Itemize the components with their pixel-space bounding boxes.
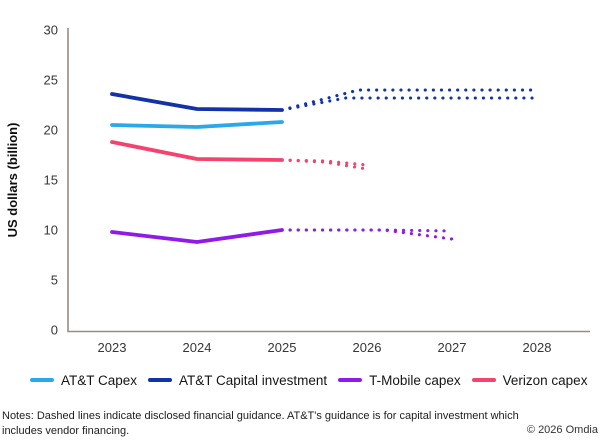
legend-swatch (338, 378, 363, 382)
y-tick-label: 5 (51, 273, 58, 288)
series-line-att-capital-investment (110, 92, 284, 112)
y-tick-label: 15 (44, 173, 58, 188)
legend-item: Verizon capex (471, 372, 588, 388)
legend-label: Verizon capex (502, 372, 588, 388)
legend-swatch (30, 378, 54, 382)
y-tick-label: 20 (44, 123, 58, 138)
y-tick-label: 25 (44, 73, 58, 88)
series-line-att-capex (110, 120, 284, 129)
x-tick-label: 2026 (353, 340, 382, 355)
series-line-att-capital-investment-guidance-high (280, 88, 539, 112)
chart-legend: AT&T Capex AT&T Capital investment T-Mobil… (30, 371, 587, 389)
y-tick-label: 0 (51, 323, 58, 338)
legend-item: AT&T Capex (30, 373, 137, 388)
legend-label: AT&T Capex (61, 372, 138, 388)
series-line-verizon-capex-guidance-high (280, 158, 369, 167)
legend-label: T-Mobile capex (369, 372, 461, 388)
legend-label: AT&T Capital investment (179, 372, 328, 388)
series-line-verizon-capex (110, 140, 284, 162)
line-chart: 0 5 10 15 20 25 30 2023 2024 2025 2026 2027 2028 US d… (5, 23, 590, 355)
series-line-att-capital-investment-guidance-low (280, 96, 539, 112)
x-tick-label: 2027 (438, 340, 467, 355)
legend-swatch (148, 378, 173, 382)
chart-notes: Notes: Dashed lines indicate disclosed f… (2, 410, 519, 437)
x-tick-label: 2024 (183, 340, 212, 355)
legend-item: AT&T Capital investment (148, 373, 327, 388)
x-tick-label: 2023 (98, 340, 127, 355)
legend-swatch (471, 378, 496, 382)
y-axis-title: US dollars (billion) (5, 123, 20, 238)
x-tick-label: 2028 (523, 340, 552, 355)
y-tick-label: 10 (44, 223, 58, 238)
series-line-tmobile-capex-guidance-low (280, 228, 454, 241)
copyright-text: © 2026 Omdia (526, 424, 598, 436)
y-tick-label: 30 (44, 23, 58, 38)
legend-item: T-Mobile capex (338, 373, 461, 388)
x-tick-label: 2025 (268, 340, 297, 355)
axis-lines (67, 28, 590, 333)
series-line-tmobile-capex (110, 228, 284, 244)
